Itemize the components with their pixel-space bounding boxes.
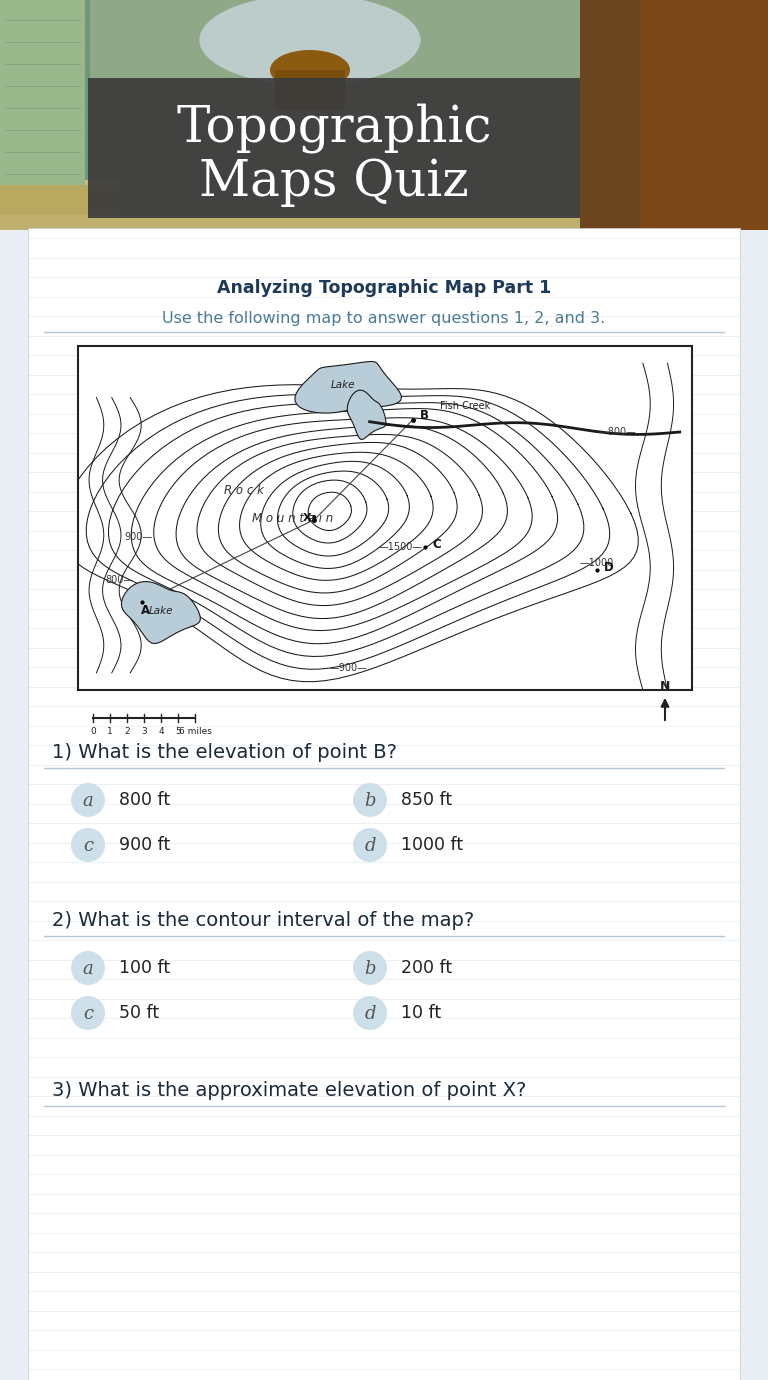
Text: 4: 4 <box>158 726 164 736</box>
Bar <box>0 0 90 230</box>
Text: 850 ft: 850 ft <box>401 791 452 809</box>
Text: A: A <box>141 604 150 617</box>
Text: 200 ft: 200 ft <box>401 959 452 977</box>
Text: 3) What is the approximate elevation of point X?: 3) What is the approximate elevation of … <box>52 1081 526 1100</box>
Text: Fish Creek: Fish Creek <box>440 402 490 411</box>
Text: 50 ft: 50 ft <box>119 1005 159 1023</box>
Text: a: a <box>83 960 94 978</box>
Circle shape <box>71 951 105 985</box>
Circle shape <box>353 782 387 817</box>
Text: 1000 ft: 1000 ft <box>401 836 463 854</box>
Text: M o u n t a i n: M o u n t a i n <box>252 512 333 524</box>
Text: 5: 5 <box>175 726 181 736</box>
Circle shape <box>353 996 387 1029</box>
Text: 1) What is the elevation of point B?: 1) What is the elevation of point B? <box>52 742 397 762</box>
Polygon shape <box>347 391 386 439</box>
Text: C: C <box>432 538 441 551</box>
Text: 900 ft: 900 ft <box>119 836 170 854</box>
Circle shape <box>71 782 105 817</box>
Bar <box>0 0 55 230</box>
Text: 10 ft: 10 ft <box>401 1005 441 1023</box>
Bar <box>0 0 768 230</box>
Circle shape <box>71 996 105 1029</box>
Text: 3: 3 <box>141 726 147 736</box>
Text: Lake: Lake <box>149 606 173 615</box>
Text: —1500—: —1500— <box>379 542 422 552</box>
Bar <box>580 0 768 230</box>
Ellipse shape <box>270 50 350 90</box>
Text: c: c <box>83 838 93 856</box>
Text: b: b <box>364 960 376 978</box>
Text: d: d <box>364 838 376 856</box>
Text: B: B <box>419 408 429 422</box>
Text: b: b <box>364 792 376 810</box>
Text: 1: 1 <box>107 726 113 736</box>
Text: —900—: —900— <box>329 662 367 672</box>
Bar <box>78 346 692 690</box>
Bar <box>0 0 85 185</box>
Text: Use the following map to answer questions 1, 2, and 3.: Use the following map to answer question… <box>162 310 606 326</box>
Circle shape <box>353 951 387 985</box>
Text: 800—: 800— <box>106 575 134 585</box>
Text: —1000: —1000 <box>580 558 614 567</box>
Polygon shape <box>295 362 402 413</box>
Bar <box>0 179 120 230</box>
Text: 800 ft: 800 ft <box>119 791 170 809</box>
Text: 2: 2 <box>124 726 130 736</box>
Bar <box>0 215 580 230</box>
Text: d: d <box>364 1005 376 1023</box>
Text: Topographic: Topographic <box>177 104 492 153</box>
Polygon shape <box>121 581 200 643</box>
Text: N: N <box>660 680 670 694</box>
Text: a: a <box>83 792 94 810</box>
Text: 100 ft: 100 ft <box>119 959 170 977</box>
Text: X•: X• <box>303 513 318 523</box>
Circle shape <box>71 828 105 862</box>
Text: 900—: 900— <box>124 531 152 542</box>
Bar <box>275 70 345 110</box>
Text: 6 miles: 6 miles <box>179 726 211 736</box>
Text: Analyzing Topographic Map Part 1: Analyzing Topographic Map Part 1 <box>217 279 551 297</box>
Text: —800—: —800— <box>598 426 636 437</box>
Bar <box>28 228 740 1380</box>
Text: Maps Quiz: Maps Quiz <box>199 157 469 207</box>
Text: R o c k: R o c k <box>223 484 263 497</box>
Bar <box>0 185 120 230</box>
Text: c: c <box>83 1005 93 1023</box>
Text: 2) What is the contour interval of the map?: 2) What is the contour interval of the m… <box>52 911 475 930</box>
Circle shape <box>353 828 387 862</box>
Text: 0: 0 <box>90 726 96 736</box>
Text: Lake: Lake <box>331 381 356 391</box>
Bar <box>640 0 768 230</box>
Bar <box>88 79 580 218</box>
Ellipse shape <box>200 0 420 86</box>
Text: D: D <box>604 560 614 574</box>
Bar <box>78 346 692 690</box>
